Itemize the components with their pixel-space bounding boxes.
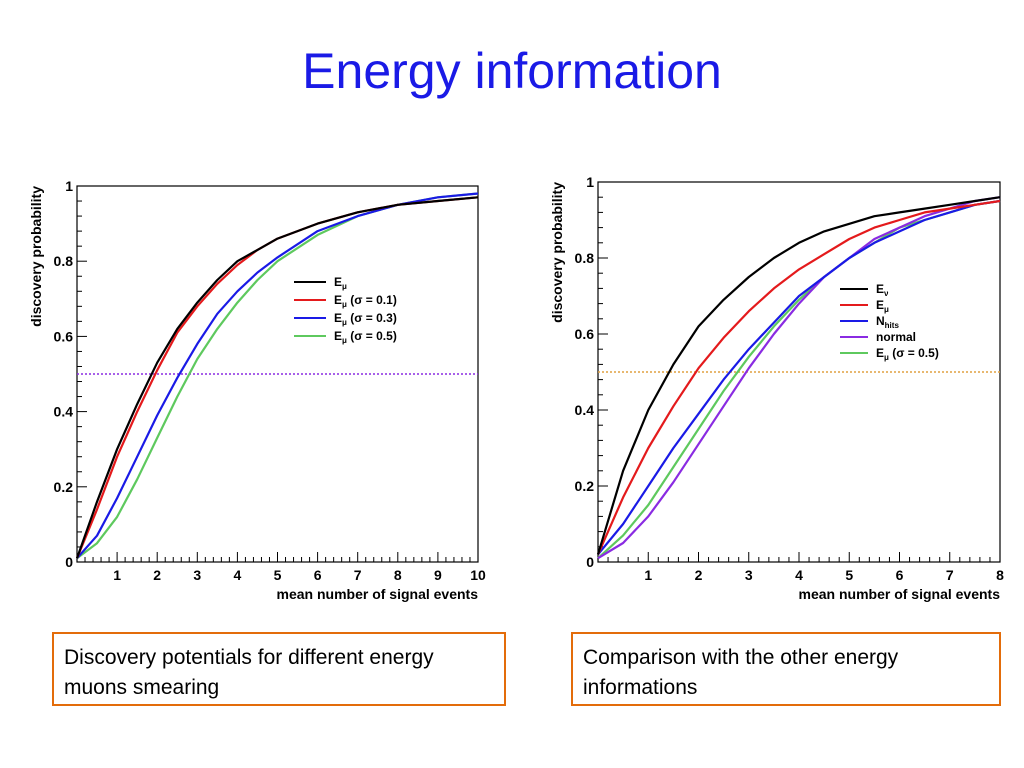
y-tick-label: 1 bbox=[65, 178, 73, 194]
legend-label-2: Eμ (σ = 0.3) bbox=[334, 311, 397, 327]
x-tick-label: 2 bbox=[153, 567, 161, 583]
x-axis-title: mean number of signal events bbox=[799, 586, 1001, 602]
legend-label-3: normal bbox=[876, 330, 916, 344]
legend-label-4: Eμ (σ = 0.5) bbox=[876, 346, 939, 362]
x-tick-label: 1 bbox=[113, 567, 121, 583]
slide-title: Energy information bbox=[302, 43, 722, 99]
y-tick-label: 0 bbox=[586, 554, 594, 570]
y-tick-label: 1 bbox=[586, 174, 594, 190]
legend-label-3: Eμ (σ = 0.5) bbox=[334, 329, 397, 345]
series-line-1 bbox=[596, 199, 1001, 555]
x-tick-label: 4 bbox=[234, 567, 242, 583]
x-tick-label: 10 bbox=[470, 567, 486, 583]
series-line-3 bbox=[597, 196, 1001, 560]
chart-right: 1 2 3 4 5 6 7 8 0 0.2 0.4 0.6 0.8 1 mean number of sig… bbox=[549, 174, 1004, 602]
y-tick-label: 0.6 bbox=[54, 328, 74, 344]
x-tick-label: 5 bbox=[845, 567, 853, 583]
series-line-0 bbox=[75, 196, 479, 559]
x-tick-label: 6 bbox=[896, 567, 904, 583]
y-tick-label: 0 bbox=[65, 554, 73, 570]
series-line-2 bbox=[597, 199, 1001, 556]
x-tick-label: 1 bbox=[644, 567, 652, 583]
legend-label-2: Nhits bbox=[876, 314, 899, 330]
x-tick-label: 6 bbox=[314, 567, 322, 583]
series-line-1 bbox=[75, 196, 479, 559]
x-tick-label: 9 bbox=[434, 567, 442, 583]
y-tick-label: 0.8 bbox=[54, 253, 74, 269]
x-tick-label: 7 bbox=[354, 567, 362, 583]
series-line-0 bbox=[596, 196, 1001, 555]
chart-left: 1 2 3 4 5 6 7 8 9 10 0 0.2 0.4 0.6 0.8 1 mean number of … bbox=[28, 178, 486, 602]
legend-label-1: Eμ bbox=[876, 298, 889, 314]
x-tick-label: 7 bbox=[946, 567, 954, 583]
y-tick-label: 0.4 bbox=[575, 402, 595, 418]
y-tick-label: 0.2 bbox=[54, 479, 74, 495]
caption-right: Comparison with the other energy informa… bbox=[571, 632, 1001, 706]
x-tick-label: 3 bbox=[745, 567, 753, 583]
series-line-2 bbox=[76, 192, 479, 559]
x-tick-label: 8 bbox=[394, 567, 402, 583]
y-tick-label: 0.2 bbox=[575, 478, 595, 494]
legend-label-0: Eν bbox=[876, 282, 889, 298]
legend-label-0: Eμ bbox=[334, 275, 347, 291]
x-tick-label: 4 bbox=[795, 567, 803, 583]
y-axis-title: discovery probability bbox=[28, 186, 44, 327]
x-axis-title: mean number of signal events bbox=[277, 586, 479, 602]
x-tick-label: 8 bbox=[996, 567, 1004, 583]
series-line-3 bbox=[76, 192, 479, 560]
y-axis-title: discovery probability bbox=[549, 182, 565, 323]
x-tick-label: 3 bbox=[193, 567, 201, 583]
x-tick-label: 5 bbox=[274, 567, 282, 583]
y-tick-label: 0.8 bbox=[575, 250, 595, 266]
x-tick-label: 2 bbox=[695, 567, 703, 583]
caption-left: Discovery potentials for different energ… bbox=[52, 632, 506, 706]
y-tick-label: 0.4 bbox=[54, 404, 74, 420]
y-tick-label: 0.6 bbox=[575, 326, 595, 342]
legend-label-1: Eμ (σ = 0.1) bbox=[334, 293, 397, 309]
